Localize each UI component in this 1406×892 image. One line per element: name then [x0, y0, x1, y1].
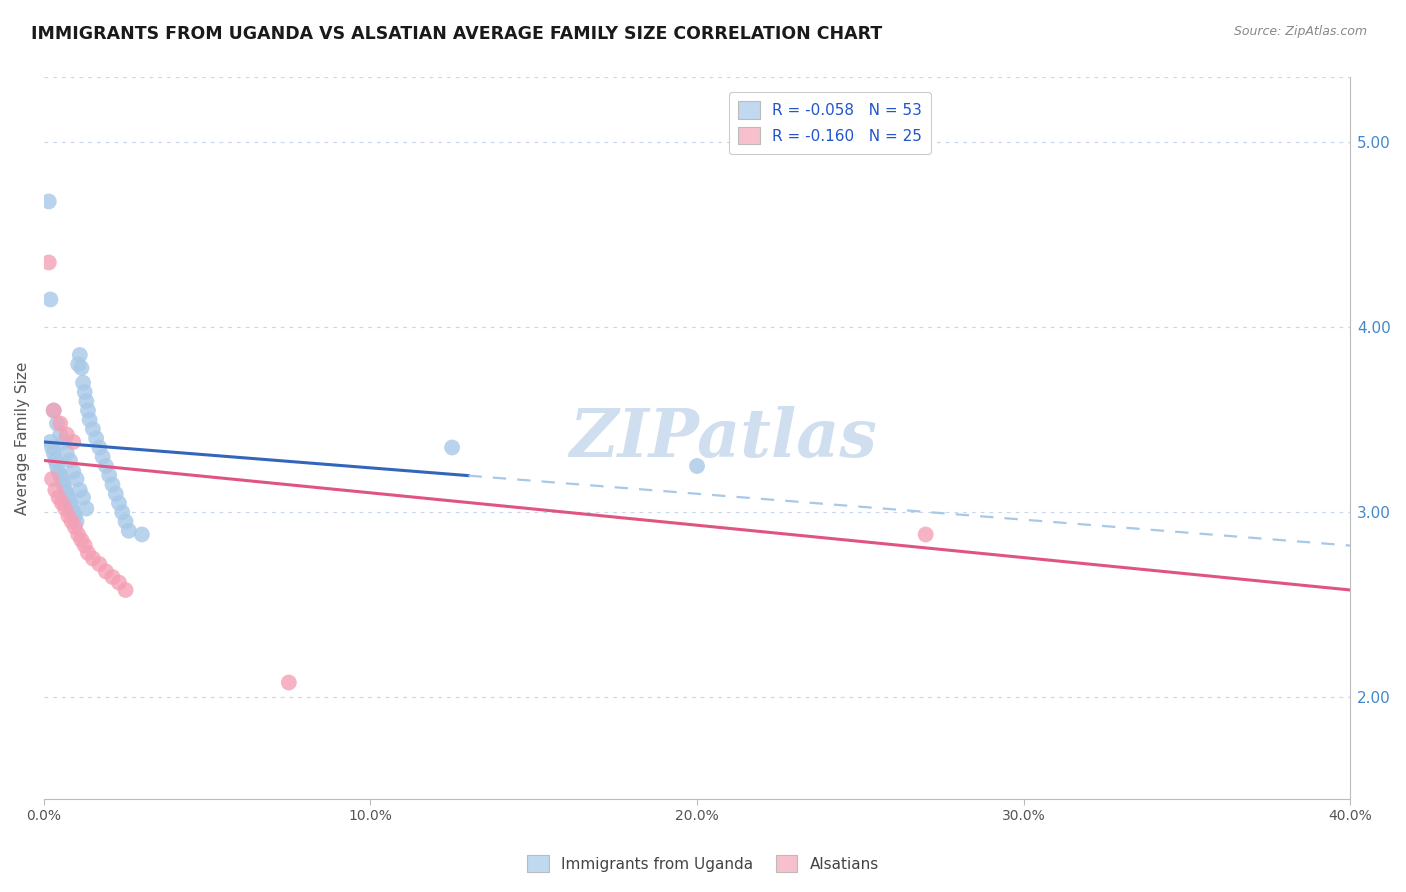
Point [69, 483, 91, 497]
Point [67, 357, 90, 371]
Legend: R = -0.058   N = 53, R = -0.160   N = 25: R = -0.058 N = 53, R = -0.160 N = 25 [730, 92, 931, 153]
Point [101, 570, 124, 584]
Point [77, 546, 100, 560]
Point [48, 465, 70, 479]
Point [94, 565, 117, 579]
Point [52, 477, 75, 491]
Point [65, 515, 87, 529]
Point [108, 496, 131, 510]
Point [101, 477, 124, 491]
Text: Source: ZipAtlas.com: Source: ZipAtlas.com [1233, 25, 1367, 38]
Point [67, 527, 90, 541]
Point [58, 508, 80, 523]
Point [41, 472, 63, 486]
Point [70, 533, 93, 547]
Point [60, 500, 83, 514]
Point [60, 515, 83, 529]
Point [63, 520, 86, 534]
Point [77, 403, 100, 417]
Point [79, 413, 101, 427]
Point [63, 508, 86, 523]
Point [114, 582, 136, 597]
Text: ZIPatlas: ZIPatlas [569, 406, 877, 471]
Point [62, 505, 84, 519]
Point [53, 501, 76, 516]
Point [51, 472, 73, 486]
Point [70, 360, 93, 375]
Point [104, 487, 127, 501]
Point [55, 427, 77, 442]
Point [48, 491, 70, 505]
Legend: Immigrants from Uganda, Alsatians: Immigrants from Uganda, Alsatians [520, 847, 886, 880]
Point [111, 505, 134, 519]
Point [39, 293, 62, 307]
Point [89, 441, 111, 455]
Point [108, 575, 131, 590]
Point [49, 417, 72, 431]
Point [41, 441, 63, 455]
Point [55, 446, 77, 460]
Point [75, 394, 97, 409]
Point [73, 384, 96, 399]
Point [58, 491, 80, 505]
Point [686, 458, 709, 473]
Point [94, 458, 117, 473]
Point [44, 453, 66, 467]
Point [55, 487, 77, 501]
Point [72, 376, 94, 390]
Point [42, 446, 65, 460]
Point [131, 527, 153, 541]
Point [98, 468, 121, 483]
Point [65, 472, 87, 486]
Point [46, 458, 69, 473]
Point [75, 501, 97, 516]
Point [82, 551, 104, 566]
Point [914, 527, 936, 541]
Point [84, 431, 107, 445]
Point [89, 557, 111, 571]
Point [42, 403, 65, 417]
Point [118, 524, 141, 538]
Point [39, 434, 62, 449]
Point [51, 496, 73, 510]
Point [44, 483, 66, 497]
Point [38, 194, 60, 209]
Point [62, 465, 84, 479]
Point [73, 539, 96, 553]
Point [62, 434, 84, 449]
Text: IMMIGRANTS FROM UGANDA VS ALSATIAN AVERAGE FAMILY SIZE CORRELATION CHART: IMMIGRANTS FROM UGANDA VS ALSATIAN AVERA… [31, 25, 882, 43]
Point [38, 255, 60, 269]
Point [53, 483, 76, 497]
Point [69, 348, 91, 362]
Point [49, 468, 72, 483]
Point [59, 496, 82, 510]
Point [114, 515, 136, 529]
Point [46, 417, 69, 431]
Point [441, 441, 464, 455]
Point [82, 422, 104, 436]
Point [277, 675, 299, 690]
Point [91, 450, 114, 464]
Y-axis label: Average Family Size: Average Family Size [15, 361, 30, 515]
Point [72, 491, 94, 505]
Point [59, 453, 82, 467]
Point [49, 427, 72, 442]
Point [42, 403, 65, 417]
Point [52, 434, 75, 449]
